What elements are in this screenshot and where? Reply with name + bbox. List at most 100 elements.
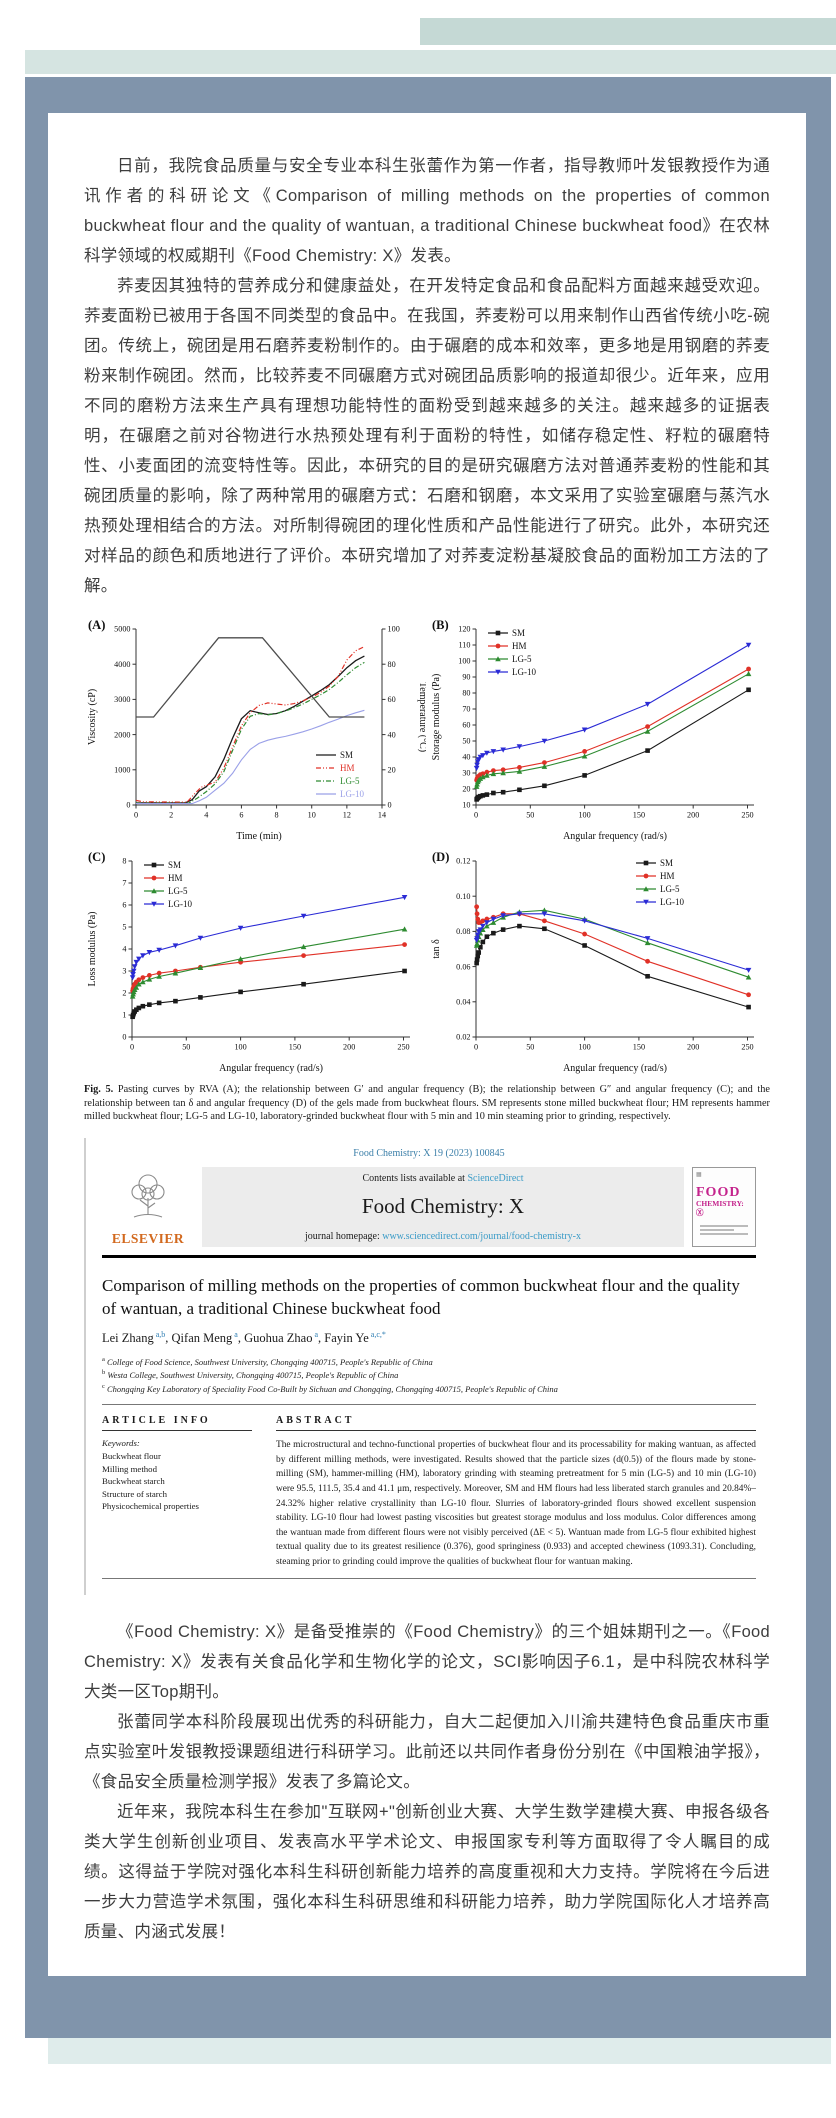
- svg-text:0: 0: [474, 811, 478, 820]
- svg-text:0: 0: [134, 811, 138, 820]
- article-paragraphs-bottom: 《Food Chemistry: X》是备受推崇的《Food Chemistry…: [84, 1617, 770, 1947]
- svg-text:90: 90: [462, 673, 470, 682]
- paper-screenshot: Food Chemistry: X 19 (2023) 100845 ELSEV…: [84, 1137, 770, 1596]
- cover-title-food: FOOD: [696, 1184, 741, 1200]
- svg-text:4: 4: [122, 945, 126, 954]
- keyword-item: Buckwheat flour: [102, 1451, 161, 1462]
- svg-text:6: 6: [239, 811, 243, 820]
- elsevier-logo-text: ELSEVIER: [111, 1230, 185, 1246]
- svg-text:5000: 5000: [114, 625, 130, 634]
- svg-text:(D): (D): [432, 850, 449, 864]
- svg-text:50: 50: [462, 737, 470, 746]
- svg-text:250: 250: [741, 811, 753, 820]
- svg-text:(B): (B): [432, 618, 449, 632]
- svg-text:100: 100: [234, 1043, 246, 1052]
- svg-text:LG-5: LG-5: [168, 886, 188, 896]
- svg-text:Angular frequency (rad/s): Angular frequency (rad/s): [563, 831, 667, 842]
- svg-text:Temperature (°C): Temperature (°C): [417, 682, 426, 752]
- affiliation-line: a College of Food Science, Southwest Uni…: [102, 1355, 433, 1367]
- article-paragraph: 荞麦因其独特的营养成分和健康益处，在开发特定食品和食品配料方面越来越受欢迎。荞麦…: [84, 277, 770, 595]
- svg-text:100: 100: [458, 657, 470, 666]
- svg-text:150: 150: [633, 811, 645, 820]
- svg-text:4000: 4000: [114, 660, 130, 669]
- keyword-item: Milling method: [102, 1463, 157, 1474]
- svg-text:5: 5: [122, 923, 126, 932]
- svg-text:2: 2: [122, 989, 126, 998]
- author-name: Lei Zhang: [102, 1330, 154, 1345]
- svg-text:120: 120: [458, 625, 470, 634]
- svg-text:80: 80: [388, 660, 396, 669]
- publisher-column: ELSEVIER: [102, 1167, 194, 1247]
- svg-text:70: 70: [462, 705, 470, 714]
- svg-text:30: 30: [462, 769, 470, 778]
- svg-text:80: 80: [462, 689, 470, 698]
- article-info-rule: [102, 1430, 252, 1432]
- svg-text:2000: 2000: [114, 730, 130, 739]
- svg-text:7: 7: [122, 879, 126, 888]
- svg-text:LG-10: LG-10: [660, 897, 684, 907]
- figure-caption: Fig. 5. Pasting curves by RVA (A); the r…: [84, 1083, 770, 1124]
- elsevier-tree-icon: [124, 1170, 172, 1229]
- homepage-prefix: journal homepage:: [305, 1230, 383, 1242]
- journal-title: Food Chemistry: X: [361, 1193, 525, 1218]
- svg-text:0.02: 0.02: [456, 1033, 470, 1042]
- svg-text:Storage modulus (Pa): Storage modulus (Pa): [431, 674, 442, 761]
- svg-text:40: 40: [388, 730, 396, 739]
- svg-text:20: 20: [388, 766, 396, 775]
- article-paragraphs-top: 日前，我院食品质量与安全专业本科生张蕾作为第一作者，指导教师叶发银教授作为通讯作…: [84, 151, 770, 601]
- article-info-heading: ARTICLE INFO: [102, 1415, 211, 1427]
- svg-text:SM: SM: [660, 858, 673, 868]
- svg-text:LG-10: LG-10: [168, 899, 192, 909]
- journal-homepage-link[interactable]: www.sciencedirect.com/journal/food-chemi…: [382, 1230, 581, 1242]
- abstract-text: The microstructural and techno-functiona…: [276, 1440, 756, 1567]
- svg-text:Loss modulus (Pa): Loss modulus (Pa): [87, 912, 98, 987]
- author-affiliation-mark: a,c,*: [368, 1329, 386, 1339]
- svg-text:0.06: 0.06: [456, 962, 470, 971]
- keywords-list: Buckwheat flour Milling method Buckwheat s…: [102, 1450, 252, 1513]
- svg-text:200: 200: [687, 1043, 699, 1052]
- abstract-column: ABSTRACT The microstructural and techno-…: [276, 1415, 756, 1569]
- svg-text:0.04: 0.04: [456, 998, 470, 1007]
- paper-header: ELSEVIER Contents lists available at Sci…: [102, 1166, 756, 1247]
- bottom-accent-strip: [48, 2038, 831, 2064]
- article-paragraph: 《Food Chemistry: X》是备受推崇的《Food Chemistry…: [84, 1623, 770, 1702]
- contents-line: Contents lists available at ScienceDirec…: [206, 1173, 680, 1184]
- content-area: 日前，我院食品质量与安全专业本科生张蕾作为第一作者，指导教师叶发银教授作为通讯作…: [48, 113, 806, 1976]
- article-paragraph: 近年来，我院本科生在参加"互联网+"创新创业大赛、大学生数学建模大赛、申报各级各…: [84, 1803, 770, 1942]
- svg-text:HM: HM: [340, 763, 355, 773]
- chart-panel-B: 0 50 100 150 200 250 10 20 30 40 50 60 70 80 90 100 110 1…: [431, 618, 754, 842]
- svg-text:tan δ: tan δ: [431, 939, 442, 959]
- svg-text:50: 50: [182, 1043, 190, 1052]
- chart-panel-A: 0 2 4 6 8 10 12 1401000200030004000500002040608…: [87, 618, 426, 842]
- svg-text:0: 0: [130, 1043, 134, 1052]
- svg-text:10: 10: [462, 801, 470, 810]
- svg-text:0: 0: [126, 801, 130, 810]
- header-black-rule: [102, 1254, 756, 1258]
- svg-text:Angular frequency (rad/s): Angular frequency (rad/s): [219, 1063, 323, 1074]
- svg-text:110: 110: [459, 641, 471, 650]
- svg-text:0: 0: [474, 1043, 478, 1052]
- svg-text:HM: HM: [168, 873, 183, 883]
- journal-cover-thumbnail: ▦ FOOD CHEMISTRY: Ⓧ: [692, 1166, 756, 1247]
- sciencedirect-link[interactable]: ScienceDirect: [467, 1172, 524, 1184]
- svg-text:3000: 3000: [114, 695, 130, 704]
- affiliation-line: b Westa College, Southwest University, C…: [102, 1369, 399, 1381]
- svg-text:14: 14: [378, 811, 386, 820]
- paper-title: Comparison of milling methods on the pro…: [102, 1275, 740, 1318]
- top-accent-strip-light: [25, 50, 836, 74]
- svg-text:200: 200: [687, 811, 699, 820]
- paper-citation-line: Food Chemistry: X 19 (2023) 100845: [353, 1147, 505, 1159]
- svg-text:1000: 1000: [114, 766, 130, 775]
- svg-text:HM: HM: [512, 641, 527, 651]
- svg-text:50: 50: [526, 1043, 534, 1052]
- svg-text:2: 2: [169, 811, 173, 820]
- author-affiliation-mark: a: [312, 1329, 319, 1339]
- svg-text:250: 250: [741, 1043, 753, 1052]
- svg-text:0.10: 0.10: [456, 892, 470, 901]
- svg-text:0.12: 0.12: [456, 857, 470, 866]
- svg-text:8: 8: [122, 857, 126, 866]
- svg-text:50: 50: [526, 811, 534, 820]
- svg-text:0.08: 0.08: [456, 927, 470, 936]
- author-name: Qifan Meng: [171, 1330, 233, 1345]
- svg-text:3: 3: [122, 967, 126, 976]
